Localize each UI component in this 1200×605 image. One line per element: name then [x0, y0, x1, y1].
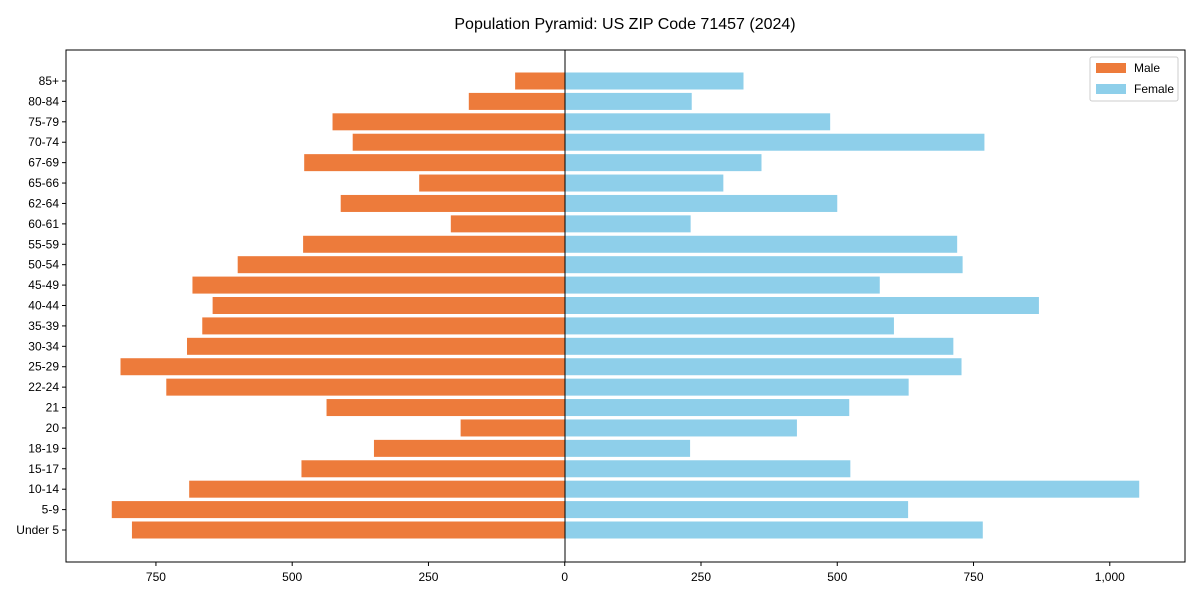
legend-swatch-female	[1096, 84, 1126, 94]
bar-female-62-64	[564, 194, 838, 212]
bar-female-Under 5	[564, 521, 983, 539]
bar-female-75-79	[564, 113, 831, 131]
xtick-label: 500	[282, 570, 302, 584]
bar-male-80-84	[468, 92, 565, 110]
bar-female-65-66	[564, 174, 724, 192]
ytick-label: 15-17	[28, 462, 59, 476]
ytick-label: Under 5	[16, 523, 59, 537]
bar-male-Under 5	[131, 521, 565, 539]
plot-frame	[65, 49, 1186, 563]
ytick-label: 20	[46, 421, 60, 435]
bar-female-70-74	[564, 133, 985, 151]
bar-male-65-66	[419, 174, 565, 192]
bar-male-60-61	[450, 215, 565, 233]
bar-male-5-9	[111, 501, 565, 519]
ytick-label: 21	[46, 401, 60, 415]
legend-label-female: Female	[1134, 82, 1174, 96]
bar-female-5-9	[564, 501, 909, 519]
ytick-label: 40-44	[28, 299, 59, 313]
xtick-label: 750	[146, 570, 166, 584]
bar-female-21	[564, 399, 850, 417]
ytick-label: 18-19	[28, 441, 59, 455]
ytick-label: 35-39	[28, 319, 59, 333]
bar-male-85+	[515, 72, 565, 90]
bar-female-10-14	[564, 480, 1140, 498]
legend: Male Female	[1089, 56, 1179, 102]
bar-male-67-69	[304, 154, 565, 172]
legend-label-male: Male	[1134, 61, 1160, 75]
bar-male-10-14	[189, 480, 565, 498]
bar-female-60-61	[564, 215, 691, 233]
bar-male-25-29	[120, 358, 565, 376]
ytick-label: 5-9	[42, 503, 60, 517]
ytick-label: 60-61	[28, 217, 59, 231]
ytick-label: 70-74	[28, 135, 59, 149]
ytick-label: 30-34	[28, 339, 59, 353]
bar-male-18-19	[373, 439, 565, 457]
ytick-label: 85+	[39, 74, 59, 88]
ytick-label: 45-49	[28, 278, 59, 292]
chart-title: Population Pyramid: US ZIP Code 71457 (2…	[454, 16, 795, 33]
xtick-label: 750	[964, 570, 984, 584]
bar-female-45-49	[564, 276, 880, 294]
bar-male-20	[460, 419, 565, 437]
bar-male-50-54	[237, 256, 565, 274]
ytick-label: 80-84	[28, 94, 59, 108]
ytick-label: 67-69	[28, 156, 59, 170]
xtick-label: 500	[827, 570, 847, 584]
bar-female-55-59	[564, 235, 958, 253]
bar-male-21	[326, 399, 565, 417]
xtick-label: 250	[418, 570, 438, 584]
bar-male-22-24	[166, 378, 565, 396]
bar-female-20	[564, 419, 797, 437]
bar-female-15-17	[564, 460, 851, 478]
bar-female-18-19	[564, 439, 691, 457]
bar-male-55-59	[303, 235, 565, 253]
ytick-label: 62-64	[28, 196, 59, 210]
bar-male-40-44	[212, 297, 565, 314]
bar-female-50-54	[564, 256, 963, 274]
bar-female-30-34	[564, 337, 954, 355]
bar-female-67-69	[564, 154, 762, 172]
bar-male-70-74	[352, 133, 565, 151]
ytick-label: 10-14	[28, 482, 59, 496]
xtick-label: 0	[561, 570, 568, 584]
bar-female-40-44	[564, 297, 1039, 314]
bar-male-45-49	[192, 276, 565, 294]
bar-male-62-64	[340, 194, 565, 212]
legend-swatch-male	[1096, 63, 1126, 73]
ytick-label: 75-79	[28, 115, 59, 129]
bar-female-85+	[564, 72, 744, 90]
bar-male-75-79	[332, 113, 565, 131]
bar-male-30-34	[187, 337, 565, 355]
bar-female-22-24	[564, 378, 909, 396]
ytick-label: 50-54	[28, 258, 59, 272]
bar-female-25-29	[564, 358, 962, 376]
ytick-label: 65-66	[28, 176, 59, 190]
bar-female-80-84	[564, 92, 692, 110]
bar-male-35-39	[202, 317, 565, 335]
bar-female-35-39	[564, 317, 894, 335]
bar-male-15-17	[301, 460, 565, 478]
ytick-label: 25-29	[28, 360, 59, 374]
xtick-label: 1,000	[1095, 570, 1125, 584]
ytick-label: 55-59	[28, 237, 59, 251]
xtick-label: 250	[691, 570, 711, 584]
ytick-label: 22-24	[28, 380, 59, 394]
